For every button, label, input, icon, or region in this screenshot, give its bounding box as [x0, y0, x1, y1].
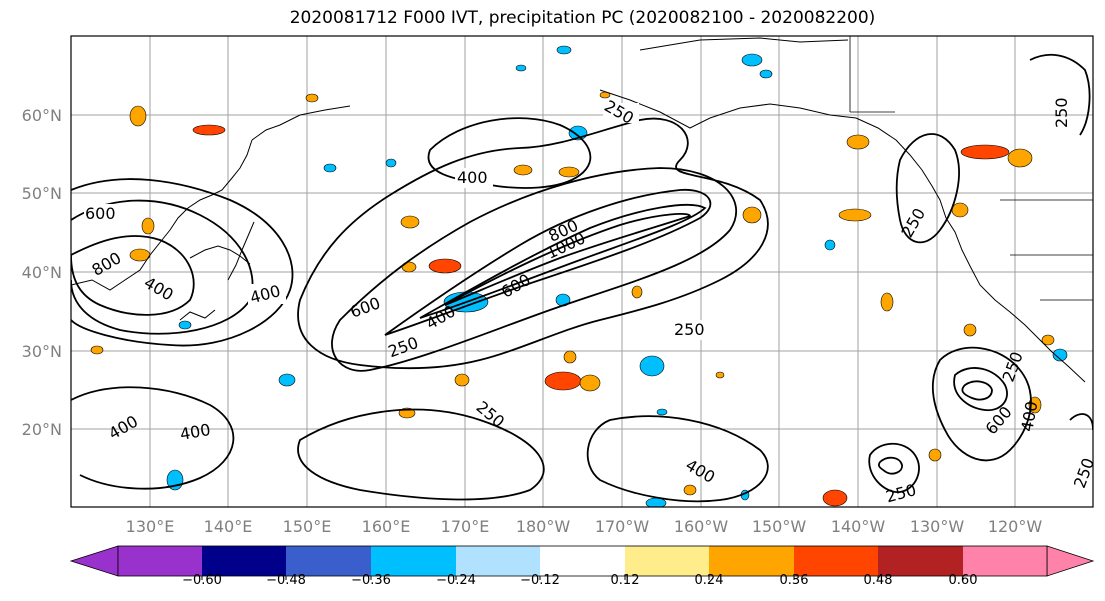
gridlines — [71, 36, 1093, 507]
lon-label-170e: 170°E — [441, 517, 490, 536]
lon-label-150w: 150°W — [752, 517, 807, 536]
lon-label-160e: 160°E — [362, 517, 411, 536]
colorbar-segment — [286, 546, 371, 576]
lon-label-170w: 170°W — [595, 517, 650, 536]
colorbar-tick-label: 0.12 — [611, 573, 640, 588]
lat-label-50n: 50°N — [22, 184, 62, 203]
lat-label-40n: 40°N — [22, 263, 62, 282]
colorbar-ticks — [201, 576, 964, 580]
map-title: 2020081712 F000 IVT, precipitation PC (2… — [289, 8, 876, 28]
colorbar-tick-label: 0.48 — [864, 573, 893, 588]
colorbar-segment — [371, 546, 456, 576]
longitude-labels: 130°E 140°E 150°E 160°E 170°E 180°W 170°… — [126, 517, 1043, 536]
colorbar-segment — [202, 546, 286, 576]
colorbar: −0.60 −0.48 −0.36 −0.24 −0.12 0.12 0.24 … — [69, 545, 1095, 588]
colorbar-segment — [456, 546, 540, 576]
lat-label-30n: 30°N — [22, 342, 62, 361]
colorbar-tick-label: −0.24 — [436, 573, 476, 588]
colorbar-tick-label: −0.12 — [520, 573, 560, 588]
lon-label-150e: 150°E — [283, 517, 332, 536]
lon-label-130e: 130°E — [126, 517, 175, 536]
map-frame — [70, 35, 1094, 508]
colorbar-segment — [878, 546, 963, 576]
colorbar-segments — [69, 545, 1095, 577]
colorbar-segment — [794, 546, 878, 576]
latitude-labels: 60°N 50°N 40°N 30°N 20°N — [22, 106, 62, 439]
borders — [849, 36, 1093, 301]
lon-label-130w: 130°W — [910, 517, 965, 536]
lon-label-160w: 160°W — [674, 517, 729, 536]
colorbar-tick-label: −0.60 — [182, 573, 222, 588]
contour-label-400-north: 400 — [457, 168, 488, 187]
contour-label-250-central: 250 — [674, 320, 705, 339]
lon-label-140e: 140°E — [204, 517, 253, 536]
colorbar-tick-label: 0.60 — [949, 573, 978, 588]
ivt-contours — [71, 53, 1093, 503]
contour-label-600-japan: 600 — [85, 204, 116, 223]
colorbar-segment — [540, 546, 625, 576]
lat-label-20n: 20°N — [22, 420, 62, 439]
colorbar-tick-label: 0.24 — [695, 573, 724, 588]
colorbar-extend-min — [69, 545, 119, 577]
colorbar-segment — [963, 546, 1047, 576]
colorbar-tick-label: 0.36 — [780, 573, 809, 588]
colorbar-tick-labels: −0.60 −0.48 −0.36 −0.24 −0.12 0.12 0.24 … — [182, 573, 977, 588]
colorbar-segment — [709, 546, 794, 576]
colorbar-tick-label: −0.48 — [266, 573, 306, 588]
coastlines — [71, 37, 1086, 383]
colorbar-tick-label: −0.36 — [351, 573, 391, 588]
lon-label-140w: 140°W — [831, 517, 886, 536]
colorbar-outline — [117, 545, 1048, 577]
colorbar-segment — [118, 546, 202, 576]
lat-label-60n: 60°N — [22, 106, 62, 125]
lon-label-180w: 180°W — [516, 517, 571, 536]
contour-label-250-alaska: 250 — [1052, 97, 1071, 128]
lon-label-120w: 120°W — [988, 517, 1043, 536]
colorbar-extend-max — [1046, 545, 1095, 577]
colorbar-segment — [625, 546, 709, 576]
